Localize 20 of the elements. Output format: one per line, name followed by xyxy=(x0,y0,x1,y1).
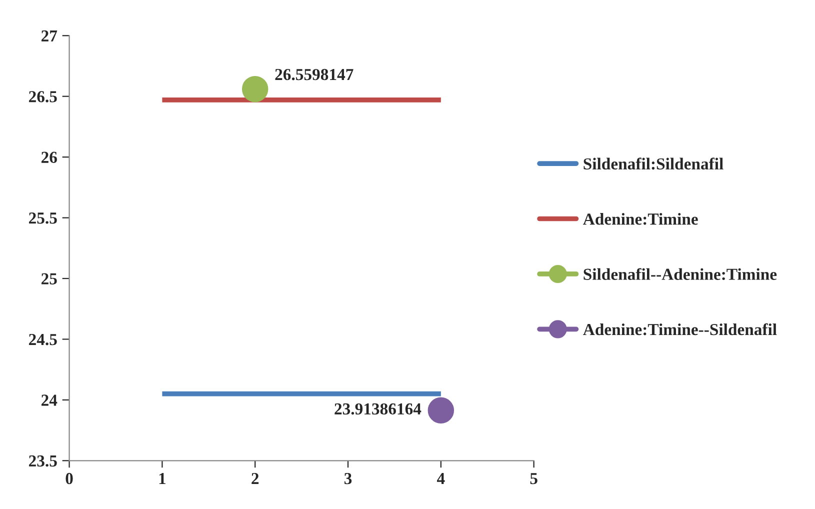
legend-label: Adenine:Timine xyxy=(583,213,698,225)
x-tick-label: 2 xyxy=(252,472,259,484)
y-tick-label: 27 xyxy=(42,30,58,42)
y-tick-label: 25 xyxy=(42,273,57,284)
y-tick-label: 24 xyxy=(42,394,58,406)
legend-label: Sildenafil--Adenine:Timine xyxy=(584,268,777,280)
x-tick-label: 3 xyxy=(344,472,352,484)
data-label: 26.5598147 xyxy=(275,68,354,80)
y-tick-label: 26 xyxy=(42,152,57,164)
x-tick-label: 0 xyxy=(66,472,73,484)
x-tick-label: 4 xyxy=(436,473,445,484)
x-tick-label: 5 xyxy=(530,473,538,484)
legend-label: Sildenafil:Sildenafil xyxy=(584,158,724,170)
y-tick-label: 25.5 xyxy=(29,212,57,224)
y-tick-label: 24.5 xyxy=(29,334,57,346)
data-label: 23.91386164 xyxy=(334,403,422,415)
legend-label: Adenine:Timine--Sildenafil xyxy=(583,323,777,336)
y-tick-label: 23.5 xyxy=(29,455,57,467)
y-tick-label: 26.5 xyxy=(29,91,57,102)
x-tick-label: 1 xyxy=(159,473,166,484)
